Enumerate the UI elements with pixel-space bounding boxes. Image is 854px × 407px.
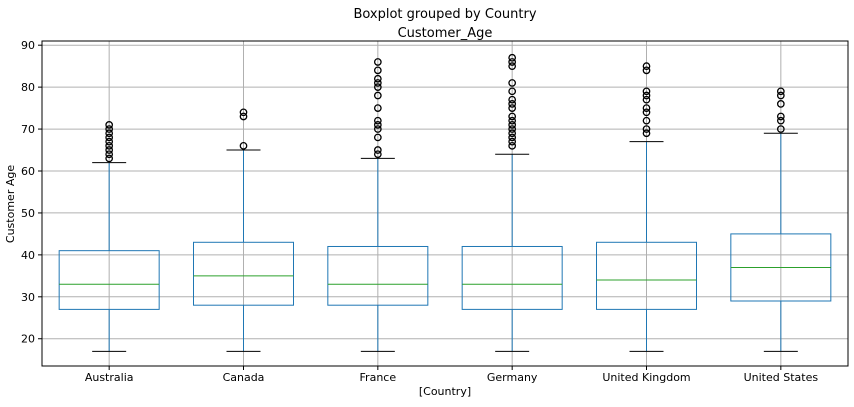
outlier-point	[508, 87, 517, 96]
outlier-point	[776, 87, 785, 96]
x-tick-label: Germany	[487, 371, 538, 384]
y-axis-label: Customer Age	[4, 165, 17, 243]
outlier-point	[105, 154, 114, 163]
outlier-point	[239, 108, 248, 117]
outlier-point	[373, 91, 382, 100]
outlier-point	[776, 125, 785, 133]
grid-lines	[42, 41, 848, 366]
outlier-point	[508, 121, 517, 129]
box-group	[596, 62, 697, 352]
outlier-point	[642, 95, 651, 104]
iqr-box	[461, 245, 563, 310]
y-tick-label: 40	[21, 249, 35, 262]
outlier-point	[239, 141, 248, 150]
outlier-point	[373, 83, 382, 91]
box-group	[58, 121, 160, 352]
outlier-point	[508, 79, 517, 87]
iqr-box	[327, 245, 429, 306]
outlier-point	[239, 112, 248, 121]
iqr-box	[596, 241, 697, 310]
x-tick-label: France	[360, 371, 397, 384]
iqr-box	[58, 250, 160, 310]
outlier-point	[373, 74, 382, 83]
outlier-point	[642, 129, 651, 138]
outlier-point	[642, 91, 651, 100]
outlier-point	[508, 133, 517, 142]
outlier-point	[508, 112, 517, 121]
outlier-point	[105, 150, 114, 159]
outlier-point	[642, 87, 651, 96]
outlier-point	[508, 104, 517, 112]
outlier-point	[642, 108, 651, 117]
chart-title: Customer_Age	[398, 26, 493, 41]
outlier-point	[373, 104, 382, 112]
y-tick-label: 80	[21, 81, 35, 94]
outlier-point	[373, 125, 382, 133]
outlier-point	[776, 112, 785, 121]
outlier-point	[105, 121, 114, 129]
box-group	[730, 87, 832, 352]
x-tick-label: United Kingdom	[602, 371, 690, 384]
y-tick-label: 20	[21, 333, 35, 346]
outlier-point	[642, 62, 651, 71]
outlier-point	[373, 146, 382, 154]
outlier-point	[373, 58, 382, 66]
outlier-point	[508, 116, 517, 125]
outlier-point	[373, 66, 382, 75]
outlier-point	[776, 91, 785, 100]
outlier-point	[508, 95, 517, 104]
iqr-box	[193, 241, 294, 306]
y-tick-label: 60	[21, 165, 35, 178]
box-group	[461, 53, 563, 352]
outlier-point	[642, 66, 651, 75]
box-group	[193, 108, 294, 352]
y-tick-label: 50	[21, 207, 35, 220]
outlier-point	[105, 137, 114, 146]
outlier-point	[508, 100, 517, 108]
outlier-point	[508, 141, 517, 150]
outlier-point	[776, 100, 785, 108]
y-tick-label: 30	[21, 291, 35, 304]
outlier-point	[508, 62, 517, 71]
x-tick-label: Canada	[223, 371, 265, 384]
outlier-point	[373, 116, 382, 125]
box-series	[58, 53, 832, 352]
outlier-point	[508, 53, 517, 62]
outlier-point	[508, 129, 517, 138]
outlier-point	[373, 121, 382, 129]
outlier-point	[508, 125, 517, 133]
outlier-point	[105, 133, 114, 142]
outlier-point	[105, 125, 114, 133]
outlier-point	[373, 133, 382, 142]
outlier-point	[642, 125, 651, 133]
outlier-point	[373, 150, 382, 159]
outlier-point	[105, 141, 114, 150]
outlier-point	[776, 116, 785, 125]
outlier-point	[642, 116, 651, 125]
plot-frame	[41, 40, 849, 367]
outlier-point	[105, 146, 114, 154]
axis-ticks: 20 30 40 50 60 70 80 90 Australia Canada France Ger…	[21, 39, 818, 384]
outlier-point	[508, 137, 517, 146]
outlier-point	[642, 104, 651, 112]
box-group	[327, 58, 429, 352]
chart-suptitle: Boxplot grouped by Country	[353, 7, 536, 22]
y-tick-label: 90	[21, 39, 35, 52]
y-tick-label: 70	[21, 123, 35, 136]
outlier-point	[373, 79, 382, 87]
x-tick-label: United States	[744, 371, 819, 384]
x-tick-label: Australia	[85, 371, 134, 384]
x-axis-label: [Country]	[419, 385, 471, 398]
outlier-point	[105, 129, 114, 138]
outlier-point	[508, 58, 517, 66]
